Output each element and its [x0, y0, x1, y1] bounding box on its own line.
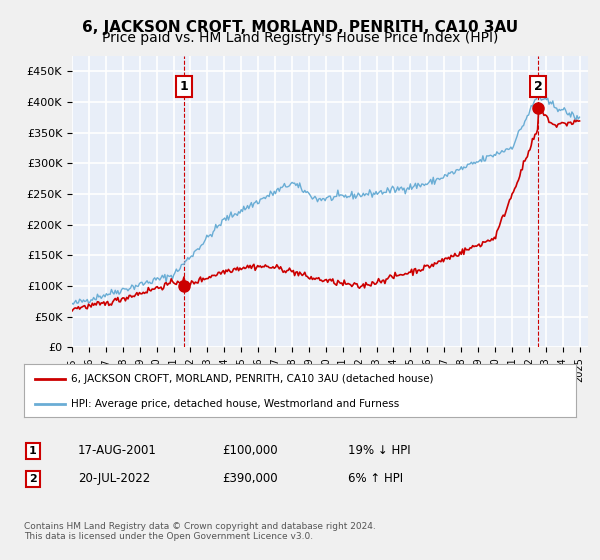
Text: 17-AUG-2001: 17-AUG-2001 — [78, 444, 157, 458]
Text: Contains HM Land Registry data © Crown copyright and database right 2024.
This d: Contains HM Land Registry data © Crown c… — [24, 522, 376, 542]
Text: Price paid vs. HM Land Registry's House Price Index (HPI): Price paid vs. HM Land Registry's House … — [102, 31, 498, 45]
Text: 2: 2 — [534, 80, 542, 93]
Text: 2: 2 — [29, 474, 37, 484]
Text: 6, JACKSON CROFT, MORLAND, PENRITH, CA10 3AU (detached house): 6, JACKSON CROFT, MORLAND, PENRITH, CA10… — [71, 374, 433, 384]
Text: 19% ↓ HPI: 19% ↓ HPI — [348, 444, 410, 458]
Text: 1: 1 — [180, 80, 188, 93]
Text: £390,000: £390,000 — [222, 472, 278, 486]
Text: 6, JACKSON CROFT, MORLAND, PENRITH, CA10 3AU: 6, JACKSON CROFT, MORLAND, PENRITH, CA10… — [82, 20, 518, 35]
Text: 6% ↑ HPI: 6% ↑ HPI — [348, 472, 403, 486]
Text: 1: 1 — [29, 446, 37, 456]
Text: 20-JUL-2022: 20-JUL-2022 — [78, 472, 150, 486]
Text: HPI: Average price, detached house, Westmorland and Furness: HPI: Average price, detached house, West… — [71, 399, 399, 409]
Text: £100,000: £100,000 — [222, 444, 278, 458]
